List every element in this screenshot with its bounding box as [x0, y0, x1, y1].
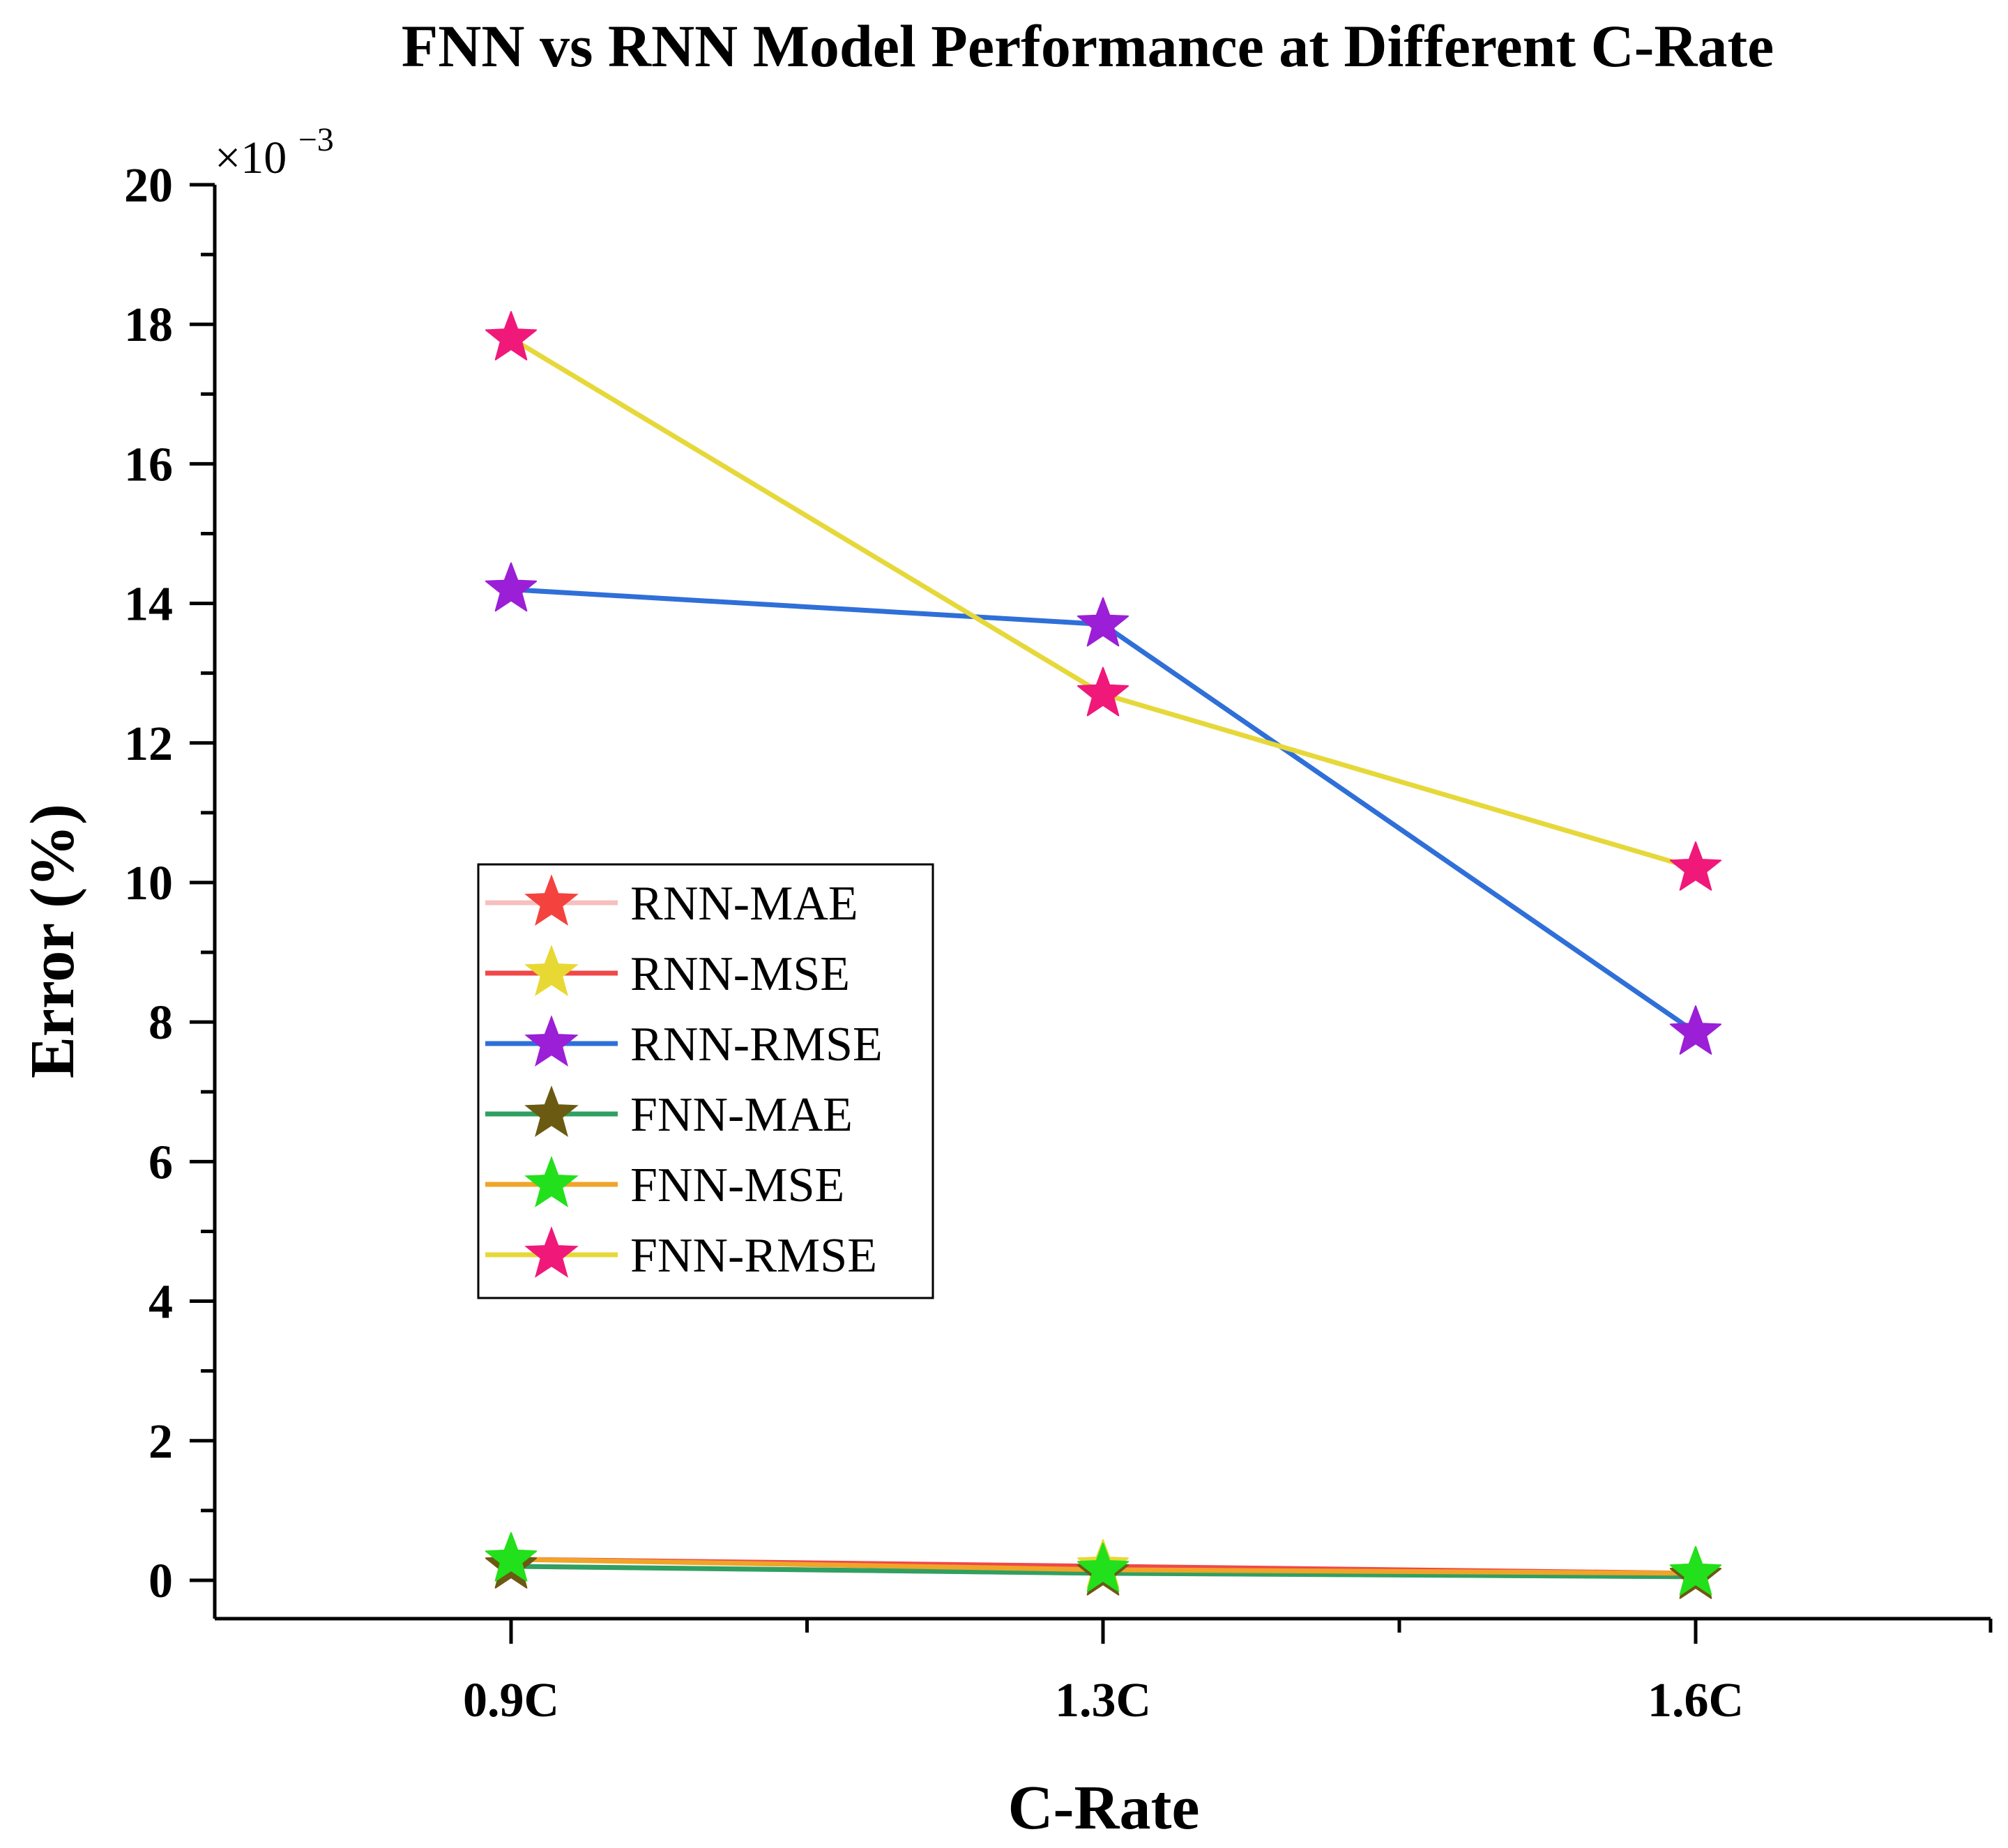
legend-marker-fnn-mse	[524, 1156, 579, 1207]
y-tick-label: 0	[149, 1555, 173, 1608]
y-scale-exponent: −3	[298, 121, 334, 158]
legend-label-fnn-rmse: FNN-RMSE	[630, 1229, 877, 1283]
legend-label-fnn-mae: FNN-MAE	[630, 1088, 853, 1142]
legend-label-rnn-rmse: RNN-RMSE	[630, 1018, 883, 1071]
chart-title: FNN vs RNN Model Performance at Differen…	[402, 13, 1774, 79]
x-tick-label: 1.3C	[1055, 1674, 1151, 1727]
x-axis-title: C-Rate	[1008, 1773, 1200, 1842]
legend: RNN-MAE RNN-MSE RNN-RMSE FNN-MAE FNN-MSE FNN-…	[477, 863, 934, 1299]
marker-rnn-rmse-2	[1077, 597, 1130, 647]
y-scale-label: ×10 −3	[215, 121, 334, 183]
y-tick-label: 18	[124, 298, 173, 352]
marker-rnn-rmse-1	[485, 562, 538, 612]
legend-label-rnn-mae: RNN-MAE	[630, 877, 858, 931]
y-tick-label: 20	[124, 159, 173, 213]
y-tick-label: 12	[124, 717, 173, 771]
marker-fnn-mse-2	[1077, 1542, 1130, 1592]
marker-fnn-rmse-1	[485, 311, 538, 360]
y-tick-label: 10	[124, 857, 173, 910]
y-tick-label: 2	[149, 1415, 173, 1469]
legend-label-fnn-mse: FNN-MSE	[630, 1159, 844, 1212]
x-axis-ticks: 0.9C 1.3C 1.6C	[463, 1619, 1993, 1727]
y-tick-label: 16	[124, 438, 173, 491]
legend-box	[477, 863, 934, 1299]
x-tick-label: 0.9C	[463, 1674, 559, 1727]
legend-marker-fnn-rmse	[524, 1226, 579, 1278]
series-layer	[485, 311, 1722, 1599]
legend-label-rnn-mse: RNN-MSE	[630, 947, 850, 1001]
y-tick-label: 8	[149, 996, 173, 1050]
legend-marker-rnn-mae	[524, 874, 579, 926]
y-axis-ticks: 0 2 4 6 8 10 12 14 16 18 20	[124, 159, 215, 1608]
legend-marker-fnn-mae	[524, 1085, 579, 1137]
marker-fnn-mse-3	[1669, 1545, 1722, 1596]
legend-marker-rnn-rmse	[524, 1015, 579, 1067]
marker-fnn-mse-1	[485, 1532, 538, 1582]
marker-fnn-rmse-3	[1669, 841, 1722, 891]
y-axis-title: Error (%)	[18, 804, 87, 1078]
y-tick-label: 14	[124, 578, 173, 632]
x-tick-label: 1.6C	[1648, 1674, 1744, 1727]
y-tick-label: 4	[149, 1276, 173, 1329]
y-scale-base: ×10	[215, 132, 287, 183]
y-tick-label: 6	[149, 1136, 173, 1189]
legend-marker-rnn-mse	[524, 945, 579, 996]
marker-rnn-rmse-3	[1669, 1005, 1722, 1055]
marker-fnn-rmse-2	[1077, 666, 1130, 717]
